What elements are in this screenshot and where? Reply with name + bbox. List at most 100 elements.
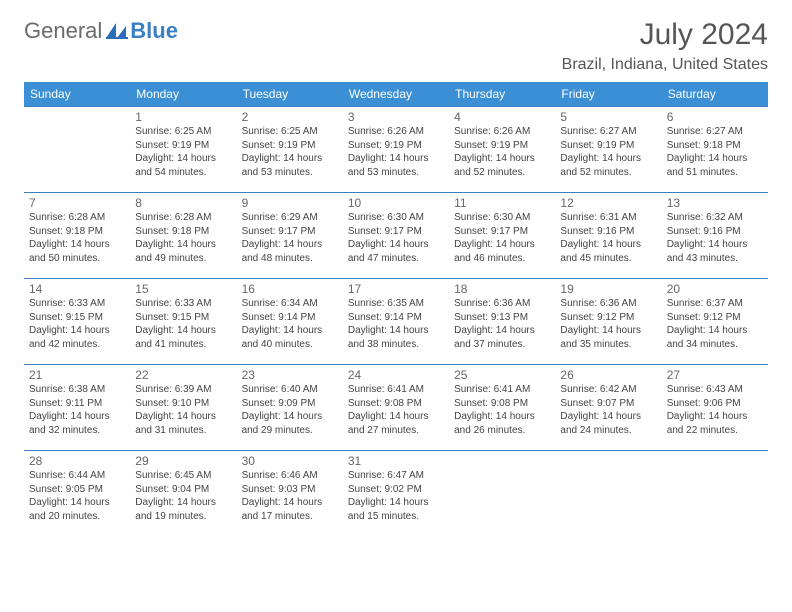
day-number: 2: [242, 110, 338, 124]
day-number: 7: [29, 196, 125, 210]
calendar-cell: [24, 107, 130, 193]
calendar-cell: 23Sunrise: 6:40 AMSunset: 9:09 PMDayligh…: [237, 365, 343, 451]
day-number: 27: [667, 368, 763, 382]
day-number: 21: [29, 368, 125, 382]
location: Brazil, Indiana, United States: [562, 56, 768, 74]
day-number: 28: [29, 454, 125, 468]
weekday-header-row: Sunday Monday Tuesday Wednesday Thursday…: [24, 82, 768, 107]
day-number: 1: [135, 110, 231, 124]
calendar-cell: 1Sunrise: 6:25 AMSunset: 9:19 PMDaylight…: [130, 107, 236, 193]
day-info: Sunrise: 6:36 AMSunset: 9:12 PMDaylight:…: [560, 297, 656, 351]
calendar-cell: 12Sunrise: 6:31 AMSunset: 9:16 PMDayligh…: [555, 193, 661, 279]
logo-word-1: General: [24, 18, 102, 44]
calendar-cell: 31Sunrise: 6:47 AMSunset: 9:02 PMDayligh…: [343, 451, 449, 537]
day-info: Sunrise: 6:43 AMSunset: 9:06 PMDaylight:…: [667, 383, 763, 437]
calendar-cell: 21Sunrise: 6:38 AMSunset: 9:11 PMDayligh…: [24, 365, 130, 451]
logo: General Blue: [24, 18, 178, 44]
calendar-cell: 16Sunrise: 6:34 AMSunset: 9:14 PMDayligh…: [237, 279, 343, 365]
day-number: 4: [454, 110, 550, 124]
calendar-cell: 24Sunrise: 6:41 AMSunset: 9:08 PMDayligh…: [343, 365, 449, 451]
day-info: Sunrise: 6:40 AMSunset: 9:09 PMDaylight:…: [242, 383, 338, 437]
header: General Blue July 2024 Brazil, Indiana, …: [24, 18, 768, 74]
calendar-cell: [449, 451, 555, 537]
calendar-row: 1Sunrise: 6:25 AMSunset: 9:19 PMDaylight…: [24, 107, 768, 193]
calendar-cell: 29Sunrise: 6:45 AMSunset: 9:04 PMDayligh…: [130, 451, 236, 537]
calendar-table: Sunday Monday Tuesday Wednesday Thursday…: [24, 82, 768, 537]
calendar-row: 21Sunrise: 6:38 AMSunset: 9:11 PMDayligh…: [24, 365, 768, 451]
day-info: Sunrise: 6:39 AMSunset: 9:10 PMDaylight:…: [135, 383, 231, 437]
day-info: Sunrise: 6:30 AMSunset: 9:17 PMDaylight:…: [454, 211, 550, 265]
day-number: 13: [667, 196, 763, 210]
day-info: Sunrise: 6:41 AMSunset: 9:08 PMDaylight:…: [454, 383, 550, 437]
day-number: 12: [560, 196, 656, 210]
calendar-cell: 7Sunrise: 6:28 AMSunset: 9:18 PMDaylight…: [24, 193, 130, 279]
weekday-header: Friday: [555, 82, 661, 107]
day-number: 15: [135, 282, 231, 296]
day-number: 14: [29, 282, 125, 296]
calendar-cell: 6Sunrise: 6:27 AMSunset: 9:18 PMDaylight…: [662, 107, 768, 193]
calendar-cell: 20Sunrise: 6:37 AMSunset: 9:12 PMDayligh…: [662, 279, 768, 365]
calendar-cell: 2Sunrise: 6:25 AMSunset: 9:19 PMDaylight…: [237, 107, 343, 193]
day-info: Sunrise: 6:28 AMSunset: 9:18 PMDaylight:…: [29, 211, 125, 265]
calendar-cell: 9Sunrise: 6:29 AMSunset: 9:17 PMDaylight…: [237, 193, 343, 279]
calendar-cell: 13Sunrise: 6:32 AMSunset: 9:16 PMDayligh…: [662, 193, 768, 279]
day-number: 22: [135, 368, 231, 382]
day-info: Sunrise: 6:33 AMSunset: 9:15 PMDaylight:…: [29, 297, 125, 351]
day-info: Sunrise: 6:25 AMSunset: 9:19 PMDaylight:…: [135, 125, 231, 179]
day-number: 30: [242, 454, 338, 468]
calendar-cell: 10Sunrise: 6:30 AMSunset: 9:17 PMDayligh…: [343, 193, 449, 279]
weekday-header: Wednesday: [343, 82, 449, 107]
calendar-cell: 26Sunrise: 6:42 AMSunset: 9:07 PMDayligh…: [555, 365, 661, 451]
day-number: 6: [667, 110, 763, 124]
calendar-cell: 25Sunrise: 6:41 AMSunset: 9:08 PMDayligh…: [449, 365, 555, 451]
day-info: Sunrise: 6:46 AMSunset: 9:03 PMDaylight:…: [242, 469, 338, 523]
calendar-cell: 8Sunrise: 6:28 AMSunset: 9:18 PMDaylight…: [130, 193, 236, 279]
day-number: 25: [454, 368, 550, 382]
day-info: Sunrise: 6:29 AMSunset: 9:17 PMDaylight:…: [242, 211, 338, 265]
day-info: Sunrise: 6:27 AMSunset: 9:19 PMDaylight:…: [560, 125, 656, 179]
day-info: Sunrise: 6:25 AMSunset: 9:19 PMDaylight:…: [242, 125, 338, 179]
day-number: 5: [560, 110, 656, 124]
day-info: Sunrise: 6:45 AMSunset: 9:04 PMDaylight:…: [135, 469, 231, 523]
day-info: Sunrise: 6:26 AMSunset: 9:19 PMDaylight:…: [348, 125, 444, 179]
day-info: Sunrise: 6:35 AMSunset: 9:14 PMDaylight:…: [348, 297, 444, 351]
month-title: July 2024: [562, 18, 768, 52]
day-number: 10: [348, 196, 444, 210]
calendar-row: 28Sunrise: 6:44 AMSunset: 9:05 PMDayligh…: [24, 451, 768, 537]
day-info: Sunrise: 6:26 AMSunset: 9:19 PMDaylight:…: [454, 125, 550, 179]
day-number: 20: [667, 282, 763, 296]
day-info: Sunrise: 6:38 AMSunset: 9:11 PMDaylight:…: [29, 383, 125, 437]
logo-word-2: Blue: [130, 18, 178, 44]
calendar-cell: [555, 451, 661, 537]
day-info: Sunrise: 6:44 AMSunset: 9:05 PMDaylight:…: [29, 469, 125, 523]
day-info: Sunrise: 6:32 AMSunset: 9:16 PMDaylight:…: [667, 211, 763, 265]
weekday-header: Sunday: [24, 82, 130, 107]
weekday-header: Tuesday: [237, 82, 343, 107]
day-number: 8: [135, 196, 231, 210]
calendar-cell: [662, 451, 768, 537]
day-number: 23: [242, 368, 338, 382]
day-info: Sunrise: 6:37 AMSunset: 9:12 PMDaylight:…: [667, 297, 763, 351]
day-number: 31: [348, 454, 444, 468]
day-number: 19: [560, 282, 656, 296]
calendar-cell: 19Sunrise: 6:36 AMSunset: 9:12 PMDayligh…: [555, 279, 661, 365]
calendar-cell: 17Sunrise: 6:35 AMSunset: 9:14 PMDayligh…: [343, 279, 449, 365]
day-number: 18: [454, 282, 550, 296]
day-number: 17: [348, 282, 444, 296]
calendar-cell: 15Sunrise: 6:33 AMSunset: 9:15 PMDayligh…: [130, 279, 236, 365]
day-info: Sunrise: 6:27 AMSunset: 9:18 PMDaylight:…: [667, 125, 763, 179]
day-info: Sunrise: 6:28 AMSunset: 9:18 PMDaylight:…: [135, 211, 231, 265]
calendar-row: 7Sunrise: 6:28 AMSunset: 9:18 PMDaylight…: [24, 193, 768, 279]
day-number: 29: [135, 454, 231, 468]
day-number: 26: [560, 368, 656, 382]
title-block: July 2024 Brazil, Indiana, United States: [562, 18, 768, 74]
calendar-cell: 18Sunrise: 6:36 AMSunset: 9:13 PMDayligh…: [449, 279, 555, 365]
calendar-cell: 22Sunrise: 6:39 AMSunset: 9:10 PMDayligh…: [130, 365, 236, 451]
calendar-cell: 3Sunrise: 6:26 AMSunset: 9:19 PMDaylight…: [343, 107, 449, 193]
calendar-cell: 5Sunrise: 6:27 AMSunset: 9:19 PMDaylight…: [555, 107, 661, 193]
calendar-row: 14Sunrise: 6:33 AMSunset: 9:15 PMDayligh…: [24, 279, 768, 365]
weekday-header: Monday: [130, 82, 236, 107]
day-info: Sunrise: 6:31 AMSunset: 9:16 PMDaylight:…: [560, 211, 656, 265]
day-info: Sunrise: 6:36 AMSunset: 9:13 PMDaylight:…: [454, 297, 550, 351]
weekday-header: Thursday: [449, 82, 555, 107]
